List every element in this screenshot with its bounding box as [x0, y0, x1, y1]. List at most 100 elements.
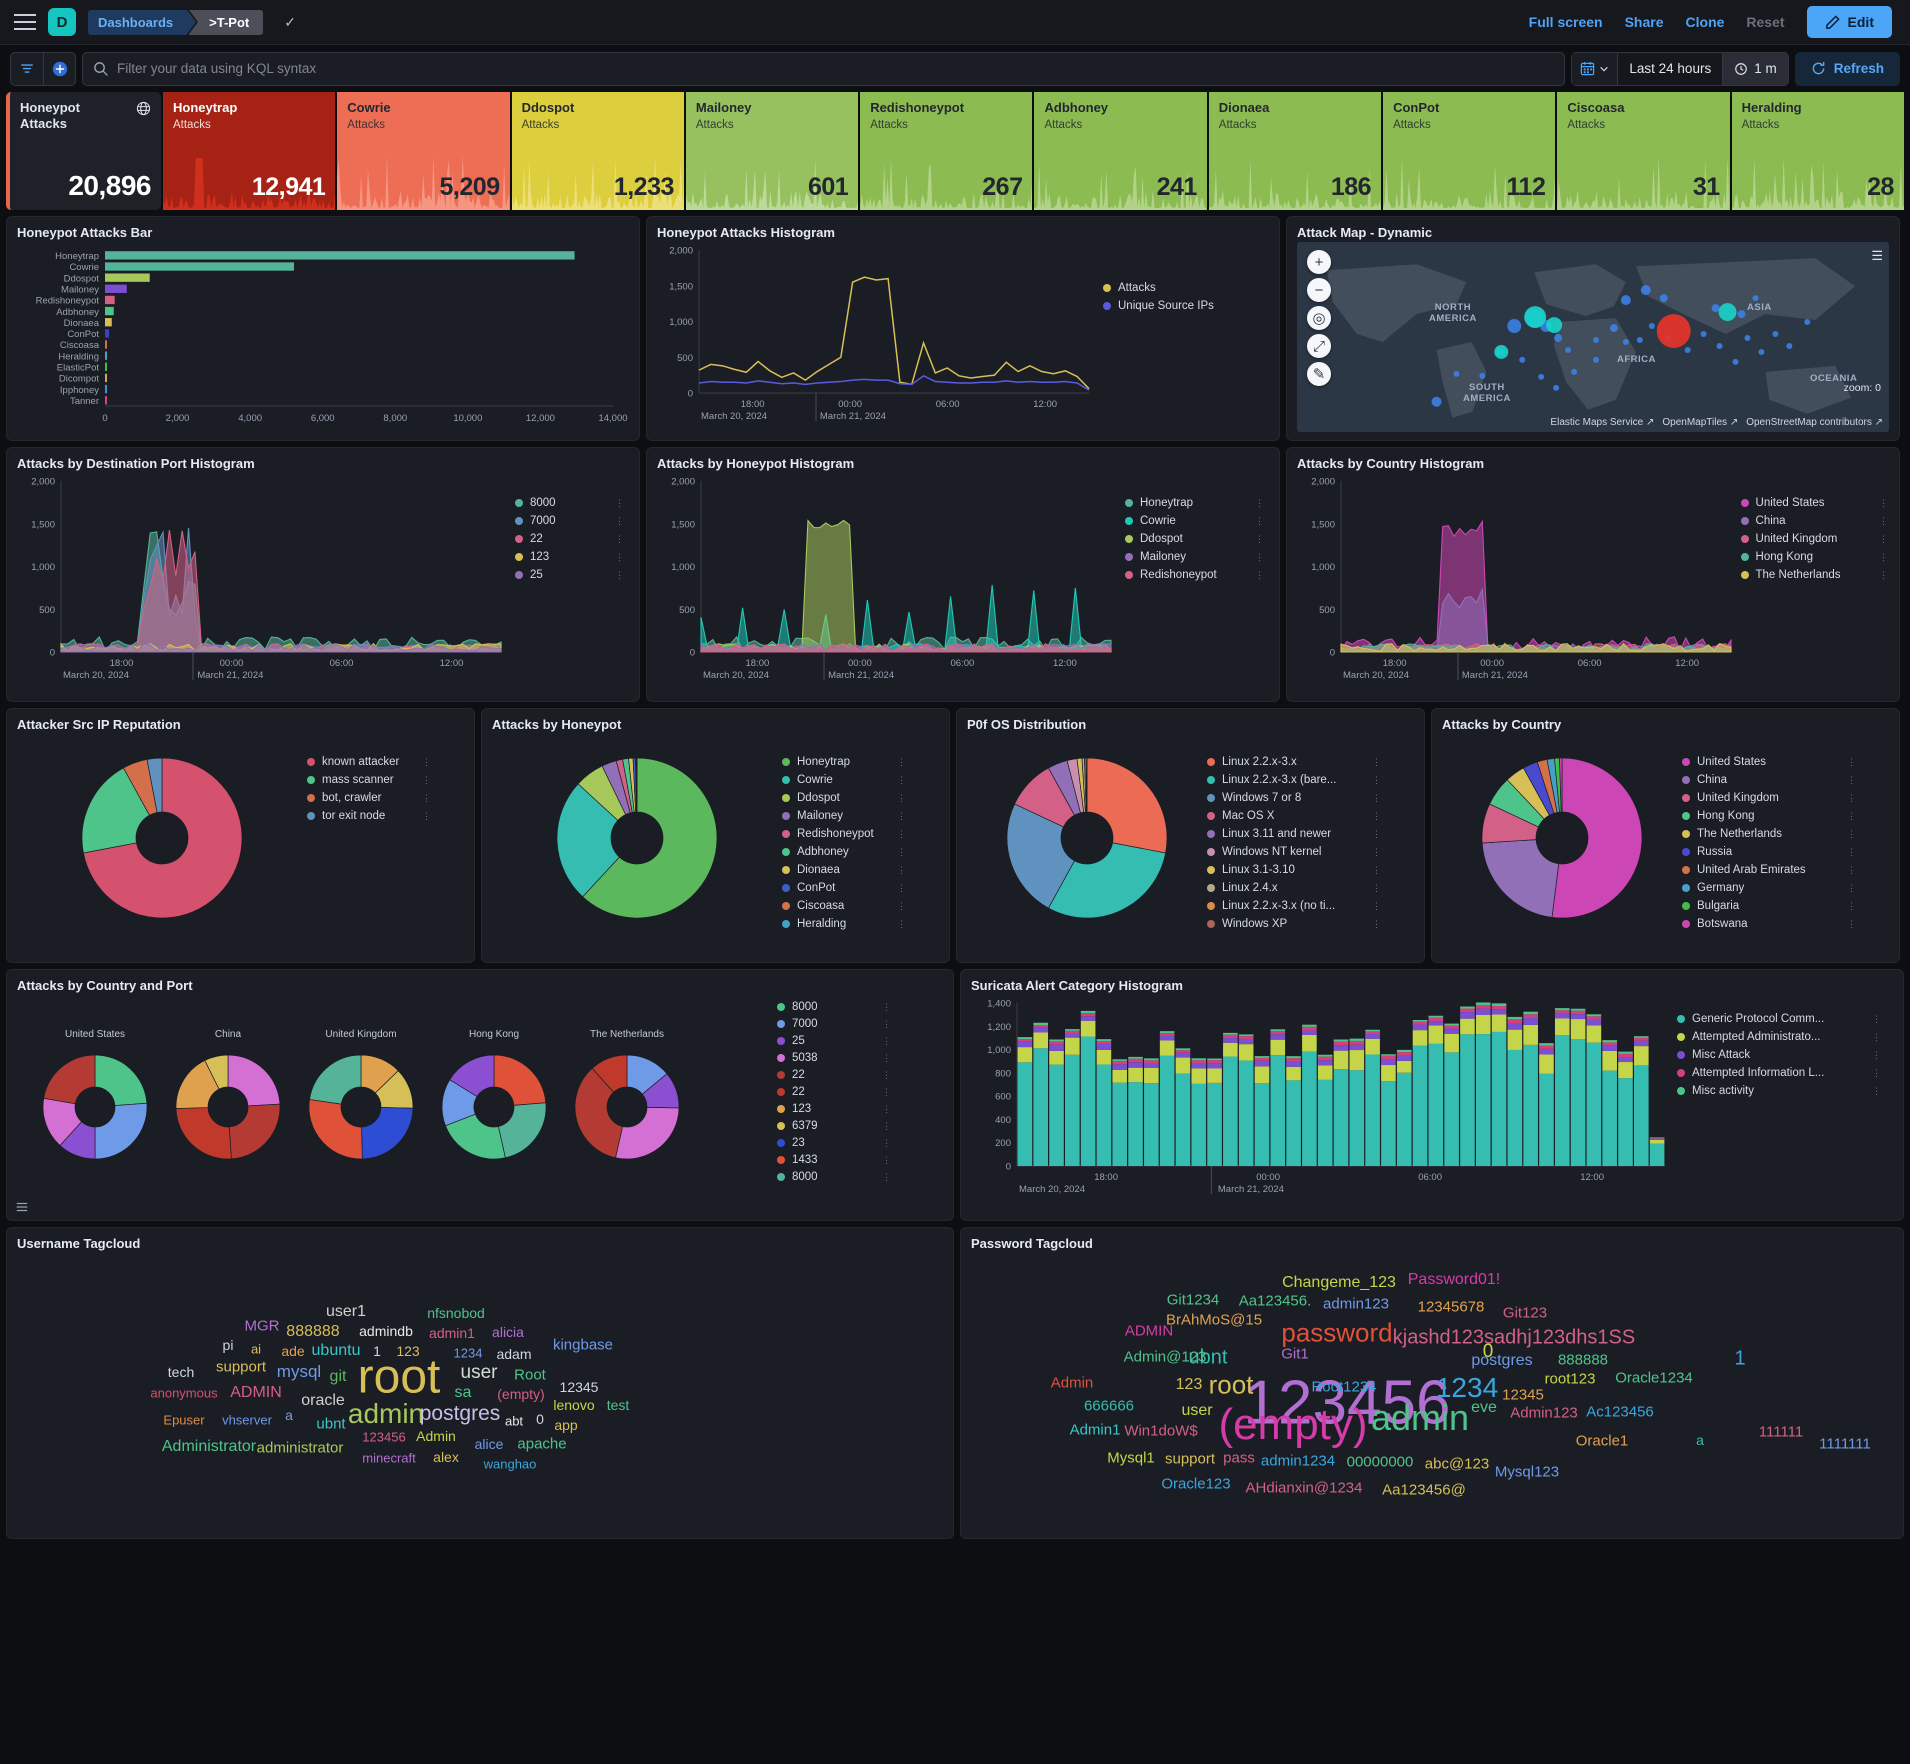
legend-actions-icon[interactable]: ⋮: [1255, 498, 1265, 508]
legend-actions-icon[interactable]: ⋮: [1872, 1014, 1882, 1024]
tag-word[interactable]: 0: [1482, 1341, 1494, 1362]
tag-word[interactable]: (empty): [1218, 1400, 1368, 1449]
legend-actions-icon[interactable]: ⋮: [897, 883, 907, 893]
tag-word[interactable]: Admin123: [1510, 1404, 1578, 1422]
legend-actions-icon[interactable]: ⋮: [422, 757, 432, 767]
map-draw-button[interactable]: ✎: [1307, 362, 1331, 386]
legend-item[interactable]: Mailoney ⋮: [782, 810, 907, 822]
legend-item[interactable]: Mac OS X ⋮: [1207, 810, 1382, 822]
legend-actions-icon[interactable]: ⋮: [882, 1172, 892, 1182]
legend-actions-icon[interactable]: ⋮: [615, 552, 625, 562]
tag-word[interactable]: Git1234: [1166, 1291, 1220, 1309]
legend-actions-icon[interactable]: ⋮: [882, 1070, 892, 1080]
tag-word[interactable]: password: [1281, 1317, 1393, 1348]
legend-item[interactable]: China ⋮: [1682, 774, 1857, 786]
list-view-icon[interactable]: [15, 1200, 29, 1214]
legend-item[interactable]: 8000 ⋮: [777, 1171, 892, 1183]
legend-item[interactable]: bot, crawler ⋮: [307, 792, 432, 804]
legend-actions-icon[interactable]: ⋮: [1372, 757, 1382, 767]
legend-item[interactable]: Honeytrap ⋮: [782, 756, 907, 768]
tag-word[interactable]: Admin1: [1069, 1421, 1121, 1439]
legend-item[interactable]: Adbhoney ⋮: [782, 846, 907, 858]
attacks-by-country-pie[interactable]: United States ⋮ China ⋮ United Kingdom ⋮ Hong …: [1442, 734, 1889, 949]
attacks-by-honeypot-pie[interactable]: Honeytrap ⋮ Cowrie ⋮ Ddospot ⋮ Mailoney ⋮ Redish…: [492, 734, 939, 949]
legend-item[interactable]: mass scanner ⋮: [307, 774, 432, 786]
legend-actions-icon[interactable]: ⋮: [1847, 811, 1857, 821]
legend-item[interactable]: Linux 2.2.x-3.x ⋮: [1207, 756, 1382, 768]
legend-actions-icon[interactable]: ⋮: [897, 811, 907, 821]
tag-word[interactable]: support: [1164, 1450, 1216, 1468]
legend-item[interactable]: Heralding ⋮: [782, 918, 907, 930]
legend-actions-icon[interactable]: ⋮: [615, 516, 625, 526]
donut-chart[interactable]: [42, 1054, 148, 1160]
tag-word[interactable]: 12345: [559, 1379, 599, 1395]
legend-actions-icon[interactable]: ⋮: [1879, 552, 1889, 562]
metric-redishoneypot[interactable]: Redishoneypot Attacks 267: [860, 92, 1033, 210]
attribution-link[interactable]: Elastic Maps Service ↗: [1550, 417, 1655, 428]
attacks-by-honeypot-histogram-chart[interactable]: 0 500 1,000 1,500 2,000 18:00 00:00 06:00 12:00 M…: [657, 473, 1269, 688]
legend-actions-icon[interactable]: ⋮: [1847, 757, 1857, 767]
full-screen-button[interactable]: Full screen: [1528, 14, 1603, 30]
tag-word[interactable]: nfsnobod: [427, 1305, 485, 1321]
metric-conpot[interactable]: ConPot Attacks 112: [1383, 92, 1556, 210]
calendar-dropdown-button[interactable]: [1571, 51, 1618, 86]
suricata-alert-category-chart[interactable]: 0 200 400 600 800 1,000 1,200 1,400 18:00 00:00 06…: [971, 995, 1893, 1200]
tag-word[interactable]: Git123: [1502, 1304, 1548, 1322]
legend-actions-icon[interactable]: ⋮: [615, 570, 625, 580]
tag-word[interactable]: sa: [454, 1384, 472, 1401]
legend-item[interactable]: Botswana ⋮: [1682, 918, 1857, 930]
legend-actions-icon[interactable]: ⋮: [882, 1121, 892, 1131]
app-logo[interactable]: D: [48, 8, 76, 36]
tag-word[interactable]: kjashd123sadhj123dhs1SS: [1392, 1326, 1636, 1349]
legend-item[interactable]: Ciscoasa ⋮: [782, 900, 907, 912]
honeypot-bar-chart[interactable]: Honeytrap Cowrie Ddospot Mailoney Redishoney…: [17, 242, 629, 437]
legend-item[interactable]: Linux 2.4.x ⋮: [1207, 882, 1382, 894]
legend-item[interactable]: 22 ⋮: [515, 533, 625, 545]
legend-item[interactable]: 1433 ⋮: [777, 1154, 892, 1166]
legend-item[interactable]: The Netherlands ⋮: [1740, 569, 1889, 581]
tag-word[interactable]: app: [554, 1417, 578, 1433]
legend-actions-icon[interactable]: ⋮: [1372, 793, 1382, 803]
legend-item[interactable]: Linux 3.1-3.10 ⋮: [1207, 864, 1382, 876]
tag-word[interactable]: 123: [1175, 1376, 1203, 1393]
legend-item[interactable]: 23 ⋮: [777, 1137, 892, 1149]
filter-options-button[interactable]: [11, 53, 43, 85]
tag-word[interactable]: Admin: [416, 1428, 456, 1444]
tag-word[interactable]: vhserver: [222, 1412, 272, 1428]
legend-item[interactable]: Cowrie ⋮: [1125, 515, 1265, 527]
donut-chart[interactable]: [1006, 757, 1168, 919]
legend-actions-icon[interactable]: ⋮: [615, 534, 625, 544]
legend-actions-icon[interactable]: ⋮: [897, 901, 907, 911]
tag-word[interactable]: 888888: [1557, 1351, 1609, 1369]
search-input[interactable]: [117, 61, 1555, 76]
legend-actions-icon[interactable]: ⋮: [1372, 865, 1382, 875]
tag-word[interactable]: Ac123456: [1586, 1403, 1654, 1421]
tag-word[interactable]: Win1doW$: [1124, 1422, 1198, 1440]
tag-word[interactable]: user1: [325, 1303, 367, 1320]
legend-actions-icon[interactable]: ⋮: [1879, 570, 1889, 580]
metric-honeytrap[interactable]: Honeytrap Attacks 12,941: [163, 92, 336, 210]
legend-item[interactable]: Cowrie ⋮: [782, 774, 907, 786]
tag-word[interactable]: 123456: [362, 1429, 406, 1445]
password-tagcloud[interactable]: 123456 (empty) admin password 1234 root kjashd…: [971, 1253, 1893, 1538]
tag-word[interactable]: admindb: [359, 1323, 413, 1339]
tag-word[interactable]: 1: [373, 1343, 381, 1359]
tag-word[interactable]: 1234: [1435, 1372, 1499, 1403]
legend-actions-icon[interactable]: ⋮: [615, 498, 625, 508]
tag-word[interactable]: Aa123456@: [1382, 1481, 1466, 1499]
attribution-link[interactable]: OpenMapTiles ↗: [1662, 417, 1739, 428]
tag-word[interactable]: user: [1181, 1402, 1213, 1419]
map-zoom-out-button[interactable]: −: [1307, 278, 1331, 302]
tag-word[interactable]: abc@123: [1424, 1455, 1490, 1473]
share-button[interactable]: Share: [1624, 14, 1664, 30]
legend-item[interactable]: China ⋮: [1740, 515, 1889, 527]
tag-word[interactable]: ubnt: [1188, 1346, 1228, 1369]
legend-actions-icon[interactable]: ⋮: [882, 1053, 892, 1063]
tag-word[interactable]: ubuntu: [311, 1342, 361, 1359]
tag-word[interactable]: adam: [496, 1346, 532, 1362]
tag-word[interactable]: postgres: [419, 1402, 501, 1425]
map-canvas[interactable]: [1297, 242, 1889, 432]
metric-honeypot-attacks-total[interactable]: Honeypot Attacks 20,896: [6, 92, 161, 210]
tag-word[interactable]: root: [1208, 1369, 1254, 1400]
tag-word[interactable]: abt: [504, 1413, 524, 1429]
